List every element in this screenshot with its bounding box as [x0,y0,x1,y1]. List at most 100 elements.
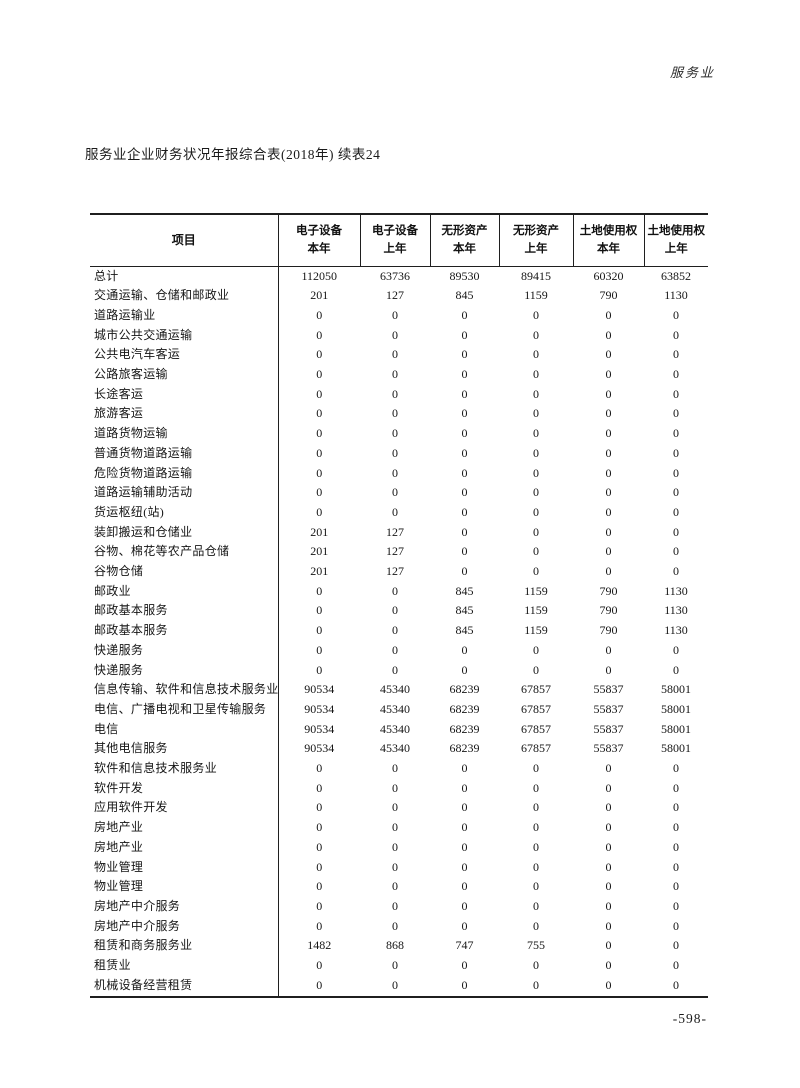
cell-value: 845 [455,623,474,638]
cell-value: 0 [461,761,468,776]
row-label: 信息传输、软件和信息技术服务业 [90,680,279,700]
row-label: 长途客运 [90,384,279,405]
cell-value: 790 [599,623,618,638]
cell-value: 790 [599,603,618,618]
row-label: 其他电信服务 [90,739,279,760]
cell-value: 60320 [593,268,624,283]
row-label: 机械设备经营租赁 [90,975,279,997]
financial-summary-table: 项目 电子设备 本年 电子设备 上年 无形资产 本年 无形资产 上年 土地使用权 本年 土地使用权 上年… [90,213,708,998]
cell-value: 0 [533,327,539,342]
cell-value: 0 [392,859,398,874]
cell-value: 0 [461,485,468,500]
cell-value: 0 [673,780,679,795]
cell-value: 0 [533,307,539,322]
cell-value: 0 [316,958,323,973]
cell-value: 0 [533,485,539,500]
column-header: 土地使用权 本年 [572,214,644,267]
cell-value: 0 [461,958,468,973]
cell-value: 0 [461,820,468,835]
cell-value: 55837 [593,741,624,756]
cell-value: 0 [673,918,679,933]
table-row: 租赁和商务服务业 1482 868 747 755 0 0 [90,936,708,957]
cell-value: 0 [605,406,612,421]
table-row: 交通运输、仓储和邮政业 201 127 845 1159 790 1130 [90,286,708,306]
cell-value: 845 [455,603,474,618]
row-label: 装卸搬运和仓储业 [90,522,279,543]
cell-value: 0 [392,603,398,618]
cell-value: 0 [461,977,468,992]
table-row: 装卸搬运和仓储业 201 127 0 0 0 0 [90,522,708,543]
table-row: 房地产业 0 0 0 0 0 0 [90,837,708,858]
cell-value: 201 [310,564,329,579]
table-row: 危险货物道路运输 0 0 0 0 0 0 [90,463,708,484]
cell-value: 0 [461,859,468,874]
column-header: 土地使用权 上年 [643,214,708,267]
cell-value: 0 [461,465,468,480]
cell-value: 0 [533,524,539,539]
row-label: 货运枢纽(站) [90,502,279,523]
table-row: 谷物仓储 201 127 0 0 0 0 [90,562,708,582]
cell-value: 0 [673,839,679,854]
row-label: 邮政基本服务 [90,601,279,622]
table-row: 邮政基本服务 0 0 845 1159 790 1130 [90,601,708,622]
cell-value: 55837 [593,701,624,716]
cell-value: 0 [605,564,612,579]
table-row: 公共电汽车客运 0 0 0 0 0 0 [90,345,708,366]
cell-value: 68239 [449,701,480,716]
cell-value: 0 [673,938,679,953]
cell-value: 0 [673,327,679,342]
cell-value: 0 [316,662,323,677]
row-label: 道路运输业 [90,305,279,326]
cell-value: 0 [605,820,612,835]
cell-value: 68239 [449,682,480,697]
table-row: 房地产业 0 0 0 0 0 0 [90,818,708,838]
cell-value: 0 [533,426,539,441]
row-label: 总计 [90,266,279,287]
row-label: 谷物、棉花等农产品仓储 [90,542,279,563]
cell-value: 0 [461,347,468,362]
cell-value: 0 [533,386,539,401]
cell-value: 0 [392,583,398,598]
cell-value: 127 [386,288,404,303]
table-row: 货运枢纽(站) 0 0 0 0 0 0 [90,502,708,523]
cell-value: 0 [316,386,323,401]
cell-value: 0 [533,958,539,973]
cell-value: 0 [605,859,612,874]
cell-value: 67857 [521,682,551,697]
table-row: 普通货物道路运输 0 0 0 0 0 0 [90,443,708,464]
table-row: 总计 112050 63736 89530 89415 60320 63852 [90,266,708,287]
cell-value: 58001 [661,701,691,716]
row-label: 租赁业 [90,956,279,976]
cell-value: 0 [392,485,398,500]
cell-value: 0 [392,465,398,480]
page-title: 服务业企业财务状况年报综合表(2018年) 续表24 [85,147,381,162]
cell-value: 0 [392,623,398,638]
cell-value: 0 [533,367,539,382]
cell-value: 67857 [521,741,551,756]
table-row: 电信 90534 45340 68239 67857 55837 58001 [90,719,708,740]
cell-value: 201 [310,544,329,559]
cell-value: 0 [605,662,612,677]
cell-value: 0 [392,820,398,835]
cell-value: 0 [605,761,612,776]
cell-value: 0 [673,800,679,815]
cell-value: 127 [386,564,404,579]
header-row: 项目 电子设备 本年 电子设备 上年 无形资产 本年 无形资产 上年 土地使用权 本年 土地使用权 上年 [90,214,708,267]
cell-value: 0 [316,347,323,362]
row-label: 租赁和商务服务业 [90,936,279,957]
cell-value: 0 [673,465,679,480]
cell-value: 201 [310,524,329,539]
cell-value: 0 [533,564,539,579]
cell-value: 68239 [449,741,480,756]
cell-value: 0 [316,977,323,992]
cell-value: 0 [673,367,679,382]
table-row: 道路运输辅助活动 0 0 0 0 0 0 [90,483,708,503]
cell-value: 127 [386,544,404,559]
row-label: 房地产中介服务 [90,897,279,917]
cell-value: 0 [392,642,398,657]
cell-value: 1130 [664,603,688,618]
cell-value: 0 [605,938,612,953]
column-header: 电子设备 本年 [277,214,360,267]
cell-value: 0 [316,879,323,894]
cell-value: 55837 [593,721,624,736]
